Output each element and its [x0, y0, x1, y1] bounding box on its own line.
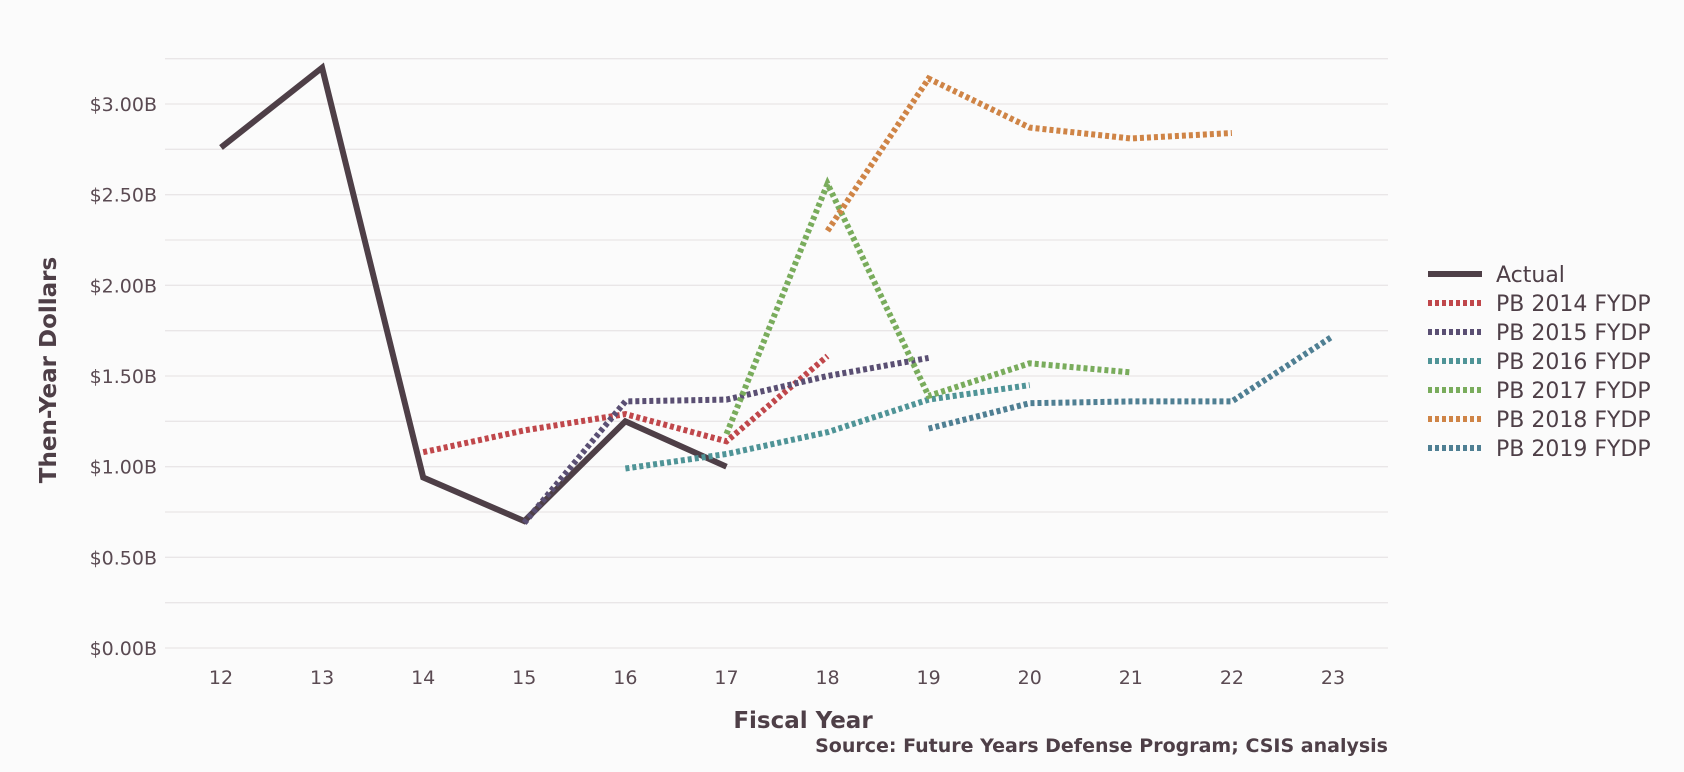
legend-label-pb-2018-fydp: PB 2018 FYDP — [1496, 408, 1651, 433]
series-line-pb-2019-fydp — [927, 333, 1335, 432]
x-tick-label: 15 — [512, 667, 536, 689]
legend-label-actual: Actual — [1496, 263, 1565, 288]
x-tick-label: 17 — [714, 667, 738, 689]
y-axis-title: Then-Year Dollars — [36, 257, 62, 483]
legend-label-pb-2015-fydp: PB 2015 FYDP — [1496, 321, 1651, 346]
y-tick-label: $3.00B — [90, 94, 157, 116]
legend: Actual PB 2014 FYDP PB 2015 FYDP PB 2016 FY… — [1428, 263, 1651, 462]
series-line-pb-2015-fydp — [521, 354, 930, 525]
x-tick-label: 16 — [613, 667, 637, 689]
x-tick-label: 13 — [310, 667, 334, 689]
series-line-actual — [219, 62, 728, 525]
y-tick-label: $1.00B — [90, 457, 157, 479]
gridlines — [165, 58, 1388, 649]
series-line-pb-2016-fydp — [624, 382, 1031, 472]
x-tick-label: 19 — [917, 667, 941, 689]
x-tick-label: 12 — [209, 667, 233, 689]
source-note: Source: Future Years Defense Program; CS… — [815, 735, 1388, 757]
x-tick-label: 23 — [1321, 667, 1345, 689]
series-line-pb-2018-fydp — [825, 74, 1233, 233]
y-tick-label: $2.00B — [90, 275, 157, 297]
x-axis-title: Fiscal Year — [733, 708, 873, 734]
y-tick-label: $0.00B — [90, 638, 157, 660]
x-axis-ticks: 12 13 14 15 16 17 18 19 20 21 22 23 — [209, 667, 1345, 689]
x-tick-label: 18 — [815, 667, 839, 689]
legend-label-pb-2019-fydp: PB 2019 FYDP — [1496, 437, 1651, 462]
series-lines — [219, 62, 1335, 525]
series-line-pb-2014-fydp — [422, 353, 830, 456]
legend-label-pb-2017-fydp: PB 2017 FYDP — [1496, 379, 1651, 404]
x-tick-label: 22 — [1220, 667, 1244, 689]
y-axis-ticks: $0.00B $0.50B $1.00B $1.50B $2.00B $2.50B $3.0… — [90, 94, 157, 660]
y-tick-label: $0.50B — [90, 547, 157, 569]
series-line-pb-2017-fydp — [723, 176, 1132, 436]
x-tick-label: 21 — [1119, 667, 1143, 689]
y-tick-label: $1.50B — [90, 366, 157, 388]
legend-label-pb-2016-fydp: PB 2016 FYDP — [1496, 350, 1651, 375]
y-tick-label: $2.50B — [90, 185, 157, 207]
x-tick-label: 20 — [1018, 667, 1042, 689]
x-tick-label: 14 — [411, 667, 435, 689]
legend-label-pb-2014-fydp: PB 2014 FYDP — [1496, 292, 1651, 317]
